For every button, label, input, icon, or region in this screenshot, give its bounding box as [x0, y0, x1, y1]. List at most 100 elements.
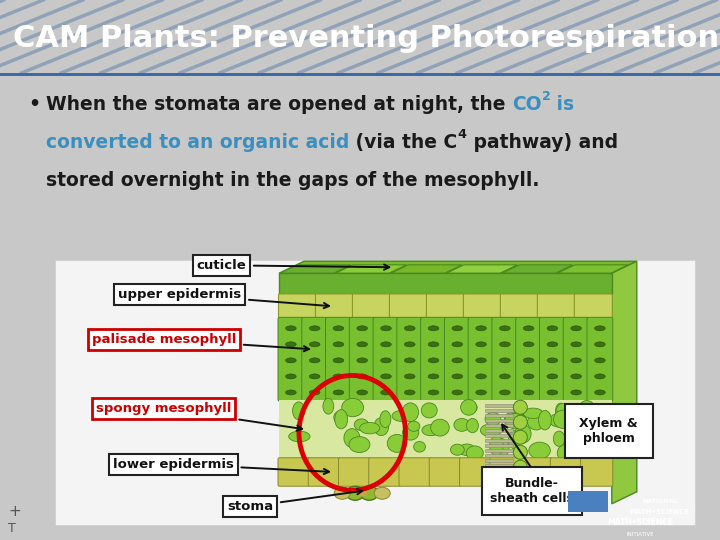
Text: MATH•SCIENCE: MATH•SCIENCE [608, 518, 674, 526]
FancyBboxPatch shape [278, 458, 310, 486]
FancyBboxPatch shape [429, 458, 462, 486]
Text: Bundle-
sheath cells: Bundle- sheath cells [490, 476, 574, 504]
Text: When the stomata are opened at night, the: When the stomata are opened at night, th… [46, 95, 512, 114]
FancyBboxPatch shape [485, 434, 513, 437]
FancyBboxPatch shape [537, 294, 575, 319]
FancyBboxPatch shape [349, 318, 375, 401]
FancyBboxPatch shape [279, 294, 317, 319]
Polygon shape [279, 261, 636, 273]
Ellipse shape [357, 490, 367, 497]
FancyBboxPatch shape [568, 491, 608, 512]
Ellipse shape [347, 436, 366, 447]
FancyBboxPatch shape [485, 444, 513, 447]
FancyBboxPatch shape [485, 409, 513, 412]
Ellipse shape [422, 424, 440, 436]
Ellipse shape [310, 390, 320, 395]
Ellipse shape [500, 390, 510, 395]
FancyBboxPatch shape [485, 404, 513, 407]
Ellipse shape [428, 326, 439, 331]
Ellipse shape [452, 326, 463, 331]
Ellipse shape [357, 390, 367, 395]
Text: cuticle: cuticle [197, 259, 390, 272]
FancyBboxPatch shape [325, 318, 351, 401]
FancyBboxPatch shape [482, 467, 582, 515]
Ellipse shape [323, 399, 333, 414]
Ellipse shape [374, 423, 387, 434]
Ellipse shape [549, 414, 569, 427]
Ellipse shape [346, 486, 364, 500]
Ellipse shape [595, 358, 606, 363]
Ellipse shape [357, 374, 367, 379]
Ellipse shape [592, 408, 608, 419]
Ellipse shape [428, 390, 439, 395]
Ellipse shape [595, 374, 606, 379]
Ellipse shape [494, 438, 509, 457]
Ellipse shape [547, 342, 558, 347]
FancyBboxPatch shape [500, 294, 539, 319]
Ellipse shape [333, 342, 343, 347]
Ellipse shape [555, 403, 566, 420]
Ellipse shape [380, 411, 391, 428]
Ellipse shape [402, 403, 418, 422]
FancyBboxPatch shape [426, 294, 464, 319]
FancyBboxPatch shape [459, 458, 492, 486]
FancyBboxPatch shape [390, 294, 428, 319]
FancyBboxPatch shape [485, 414, 513, 417]
Ellipse shape [523, 374, 534, 379]
Polygon shape [502, 265, 573, 273]
Ellipse shape [405, 390, 415, 395]
Ellipse shape [523, 342, 534, 347]
Text: CO: CO [512, 95, 541, 114]
FancyBboxPatch shape [485, 418, 513, 422]
Ellipse shape [595, 326, 606, 331]
Text: +: + [8, 504, 21, 519]
Ellipse shape [286, 390, 296, 395]
FancyBboxPatch shape [338, 458, 371, 486]
Ellipse shape [554, 431, 564, 447]
FancyBboxPatch shape [302, 318, 328, 401]
Ellipse shape [451, 444, 464, 455]
Ellipse shape [467, 418, 478, 433]
Text: lower epidermis: lower epidermis [113, 457, 329, 474]
FancyBboxPatch shape [485, 449, 513, 453]
FancyBboxPatch shape [490, 458, 522, 486]
Ellipse shape [286, 374, 296, 379]
Ellipse shape [381, 326, 392, 331]
Ellipse shape [333, 358, 343, 363]
Text: 4: 4 [458, 128, 467, 141]
Ellipse shape [452, 358, 463, 363]
Circle shape [513, 460, 527, 474]
FancyBboxPatch shape [369, 458, 401, 486]
Ellipse shape [467, 446, 483, 460]
FancyBboxPatch shape [464, 294, 501, 319]
Circle shape [513, 415, 527, 429]
FancyBboxPatch shape [564, 404, 652, 458]
Ellipse shape [579, 401, 595, 416]
FancyBboxPatch shape [485, 459, 513, 462]
Polygon shape [280, 265, 351, 273]
Ellipse shape [490, 436, 503, 456]
Ellipse shape [476, 326, 487, 331]
FancyBboxPatch shape [485, 424, 513, 427]
Polygon shape [446, 265, 518, 273]
Ellipse shape [292, 402, 305, 420]
Ellipse shape [595, 390, 606, 395]
Ellipse shape [310, 358, 320, 363]
Ellipse shape [480, 424, 502, 437]
Ellipse shape [523, 390, 534, 395]
Ellipse shape [459, 444, 475, 456]
Ellipse shape [452, 342, 463, 347]
FancyBboxPatch shape [563, 318, 589, 401]
Ellipse shape [571, 326, 582, 331]
Ellipse shape [374, 417, 389, 436]
Ellipse shape [286, 358, 296, 363]
Ellipse shape [405, 374, 415, 379]
Text: stoma: stoma [227, 489, 362, 513]
Ellipse shape [286, 326, 296, 331]
FancyBboxPatch shape [468, 318, 494, 401]
Ellipse shape [335, 410, 348, 429]
Circle shape [513, 475, 527, 489]
FancyBboxPatch shape [279, 273, 612, 294]
Ellipse shape [381, 390, 392, 395]
Ellipse shape [539, 410, 552, 430]
